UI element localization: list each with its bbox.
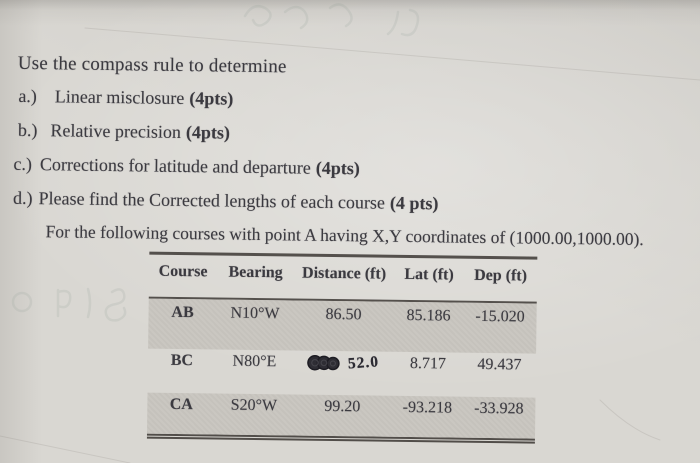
table-header-row: Course Bearing Distance (ft) Lat (ft) De… <box>148 254 538 304</box>
dep-cell: 49.437 <box>477 355 522 374</box>
item-points: (4pts) <box>315 157 361 179</box>
item-label: b.) <box>17 119 38 141</box>
dep-cell: -33.928 <box>474 399 524 418</box>
distance-cell: 99.20 <box>324 397 361 416</box>
course-cell: AB <box>171 303 194 322</box>
lat-cell: -93.218 <box>402 398 453 417</box>
item-text: Relative precision <box>50 120 182 142</box>
column-header-distance: Distance (ft) <box>302 264 387 283</box>
bearing-cell: N80°E <box>232 352 277 371</box>
list-item-d: d.) Please find the Corrected lengths of… <box>13 188 439 215</box>
course-cell: BC <box>170 351 194 370</box>
dep-cell: -15.020 <box>475 307 525 326</box>
item-text: Please find the Corrected lengths of eac… <box>38 188 386 213</box>
item-text: Corrections for latitude and departure <box>39 154 312 178</box>
coordinates-note: For the following courses with point A h… <box>45 221 644 250</box>
course-cell: CA <box>169 395 194 414</box>
bearing-cell: N10°W <box>230 304 280 323</box>
scribble-icon <box>307 355 340 371</box>
list-item-a: a.) Linear misclosure (4pts) <box>18 86 233 110</box>
column-header-lat: Lat (ft) <box>404 265 454 284</box>
question-intro: Use the compass rule to determine <box>17 52 287 78</box>
item-label: a.) <box>18 85 38 107</box>
table-row-ab: AB N10°W 86.50 85.186 -15.020 <box>148 298 537 354</box>
traverse-table: Course Bearing Distance (ft) Lat (ft) De… <box>146 251 538 444</box>
table-row-bc: BC N80°E <box>148 349 537 398</box>
list-item-c: c.) Corrections for latitude and departu… <box>13 154 360 180</box>
item-points: (4 pts) <box>389 192 439 214</box>
column-header-course: Course <box>158 262 208 281</box>
column-header-dep: Dep (ft) <box>474 266 528 285</box>
handwritten-distance: 52.0 <box>347 353 380 373</box>
bearing-cell: S20°W <box>230 396 278 415</box>
lat-cell: 8.717 <box>409 355 447 373</box>
lat-cell: 85.186 <box>406 306 451 325</box>
item-points: (4pts) <box>185 122 231 143</box>
column-header-bearing: Bearing <box>228 263 283 282</box>
item-label: d.) <box>12 187 33 209</box>
distance-cell: 52.0 <box>293 353 393 373</box>
item-text: Linear misclosure <box>54 86 185 109</box>
item-label: c.) <box>13 153 33 175</box>
item-points: (4pts) <box>189 88 234 109</box>
distance-cell: 86.50 <box>325 305 362 324</box>
list-item-b: b.) Relative precision (4pts) <box>18 120 230 144</box>
table-row-ca: CA S20°W 99.20 -93.218 -33.928 <box>146 392 536 439</box>
